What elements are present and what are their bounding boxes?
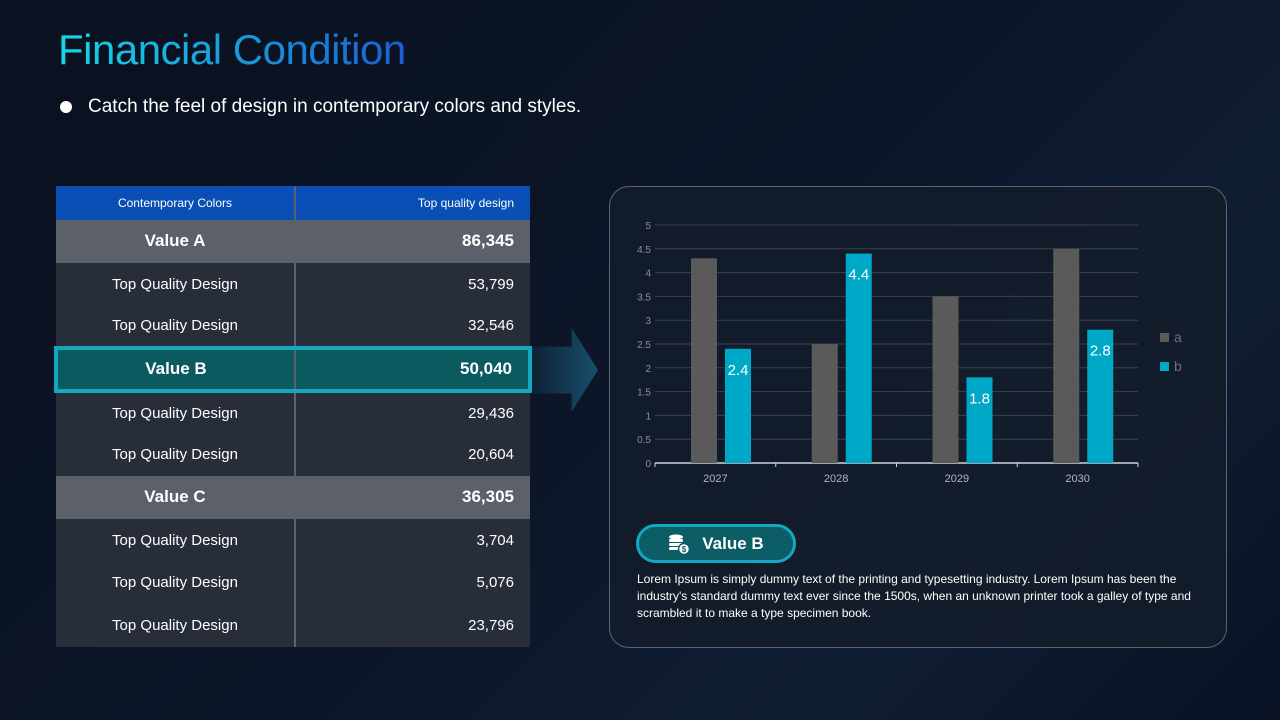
table-row: Top Quality Design 29,436 <box>56 390 530 434</box>
x-tick-label: 2027 <box>703 473 727 485</box>
x-tick-label: 2030 <box>1065 473 1089 485</box>
table-row: Value C 36,305 <box>56 476 530 519</box>
row-value: 20,604 <box>295 433 530 477</box>
row-label: Top Quality Design <box>56 561 296 605</box>
y-tick-label: 3.5 <box>637 292 651 303</box>
bar-a <box>691 258 717 463</box>
row-label: Value B <box>54 346 296 393</box>
y-tick-label: 2.5 <box>637 340 651 351</box>
page-title: Financial Condition <box>58 26 406 73</box>
y-tick-label: 0.5 <box>637 435 651 446</box>
y-tick-label: 5 <box>645 221 651 232</box>
row-label: Top Quality Design <box>56 262 296 306</box>
y-tick-label: 4 <box>645 269 651 280</box>
bar-b <box>1087 329 1114 463</box>
x-tick-label: 2028 <box>824 473 848 485</box>
svg-text:$: $ <box>682 545 687 554</box>
badge-label: Value B <box>702 533 764 553</box>
table-row: Value B 50,040 <box>54 346 532 393</box>
data-label: 2.4 <box>728 362 749 379</box>
bar-a <box>1053 248 1080 463</box>
bullet-point: Catch the feel of design in contemporary… <box>60 96 581 118</box>
value-b-badge: $ Value B <box>636 524 796 563</box>
legend-label: b <box>1174 358 1182 374</box>
table-row: Top Quality Design 20,604 <box>56 433 530 477</box>
row-label: Top Quality Design <box>56 604 296 647</box>
table-row: Top Quality Design 3,704 <box>56 518 530 562</box>
row-label: Top Quality Design <box>56 433 296 477</box>
coins-dollar-icon: $ <box>669 534 691 555</box>
row-label: Value C <box>56 476 296 519</box>
table-row: Value A 86,345 <box>56 220 530 263</box>
table-row: Top Quality Design 53,799 <box>56 262 530 306</box>
row-value: 29,436 <box>295 390 530 434</box>
value-table: Contemporary Colors Top quality design Va… <box>54 186 532 647</box>
row-value: 5,076 <box>295 561 530 605</box>
data-label: 4.4 <box>848 267 869 284</box>
y-tick-label: 2 <box>645 364 651 375</box>
row-label: Top Quality Design <box>56 518 296 562</box>
header-cell: Contemporary Colors <box>56 186 296 220</box>
row-label: Top Quality Design <box>56 390 296 434</box>
bullet-text: Catch the feel of design in contemporary… <box>88 96 582 117</box>
bar-b <box>845 253 872 463</box>
legend-swatch-b <box>1160 362 1169 371</box>
row-value: 36,305 <box>295 476 530 519</box>
table-row: Top Quality Design 32,546 <box>56 305 530 349</box>
legend-label: a <box>1174 329 1182 345</box>
bar-a <box>811 344 838 463</box>
row-value: 3,704 <box>295 518 530 562</box>
row-value: 32,546 <box>295 305 530 349</box>
row-value: 86,345 <box>295 220 530 263</box>
row-label: Value A <box>56 220 296 263</box>
header-cell: Top quality design <box>295 186 530 220</box>
data-label: 2.8 <box>1090 343 1111 360</box>
table-row: Top Quality Design 23,796 <box>56 604 530 647</box>
y-tick-label: 1.5 <box>637 388 651 399</box>
bar-a <box>932 296 959 463</box>
row-value: 50,040 <box>295 346 532 393</box>
bar-b <box>966 377 993 463</box>
y-tick-label: 3 <box>645 316 651 327</box>
x-tick-label: 2029 <box>945 473 969 485</box>
legend-swatch-a <box>1160 333 1169 342</box>
table-header: Contemporary Colors Top quality design <box>56 186 530 220</box>
row-value: 23,796 <box>295 604 530 647</box>
y-tick-label: 0 <box>645 459 651 470</box>
bar-b <box>725 348 751 463</box>
data-label: 1.8 <box>969 390 990 407</box>
description-text: Lorem Ipsum is simply dummy text of the … <box>637 572 1191 620</box>
bullet-dot-icon <box>60 101 72 113</box>
y-tick-label: 1 <box>645 411 651 422</box>
y-tick-label: 4.5 <box>637 245 651 256</box>
row-value: 53,799 <box>295 262 530 306</box>
row-label: Top Quality Design <box>56 305 296 349</box>
table-row: Top Quality Design 5,076 <box>56 561 530 605</box>
